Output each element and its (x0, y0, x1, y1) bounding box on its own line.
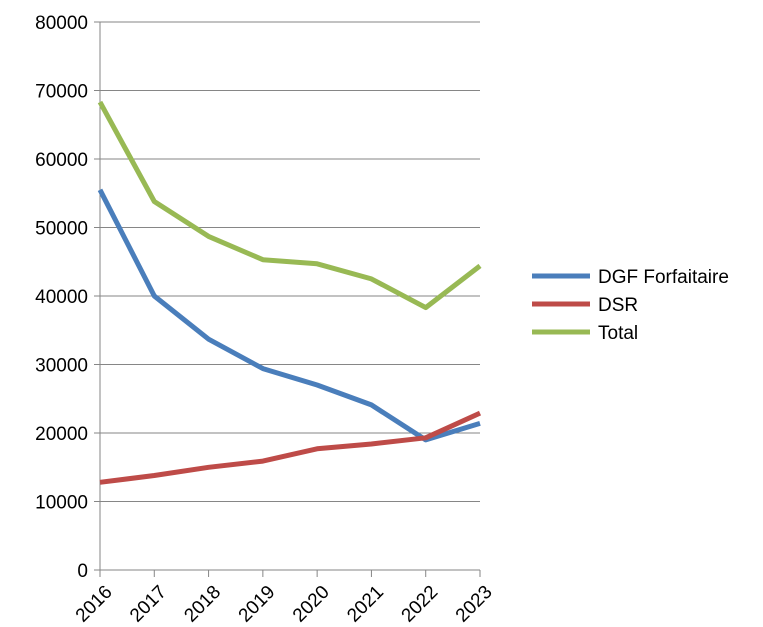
y-tick-label: 70000 (35, 82, 88, 103)
y-tick-label: 30000 (35, 356, 88, 377)
series-line-dsr (99, 410, 482, 485)
x-tick-label: 2022 (398, 582, 443, 627)
y-tick-label: 50000 (35, 219, 88, 240)
y-tick-label: 10000 (35, 493, 88, 514)
series-line-total (97, 100, 482, 311)
legend-label: DGF Forfaitaire (598, 267, 729, 288)
y-tick-label: 0 (77, 561, 88, 582)
y-tick-label: 80000 (35, 13, 88, 34)
y-tick-label: 40000 (35, 287, 88, 308)
x-tick-label: 2017 (126, 582, 171, 627)
legend-label: Total (598, 323, 638, 344)
x-tick-label: 2020 (289, 582, 334, 627)
x-tick-label: 2016 (72, 582, 117, 627)
y-tick-label: 20000 (35, 424, 88, 445)
x-tick-label: 2019 (235, 582, 280, 627)
x-tick-label: 2023 (452, 582, 497, 627)
x-tick-label: 2021 (343, 582, 388, 627)
y-tick-label: 60000 (35, 150, 88, 171)
x-tick-label: 2018 (180, 582, 225, 627)
series-line-dgf-forfaitaire (97, 188, 481, 443)
legend-label: DSR (598, 295, 638, 316)
